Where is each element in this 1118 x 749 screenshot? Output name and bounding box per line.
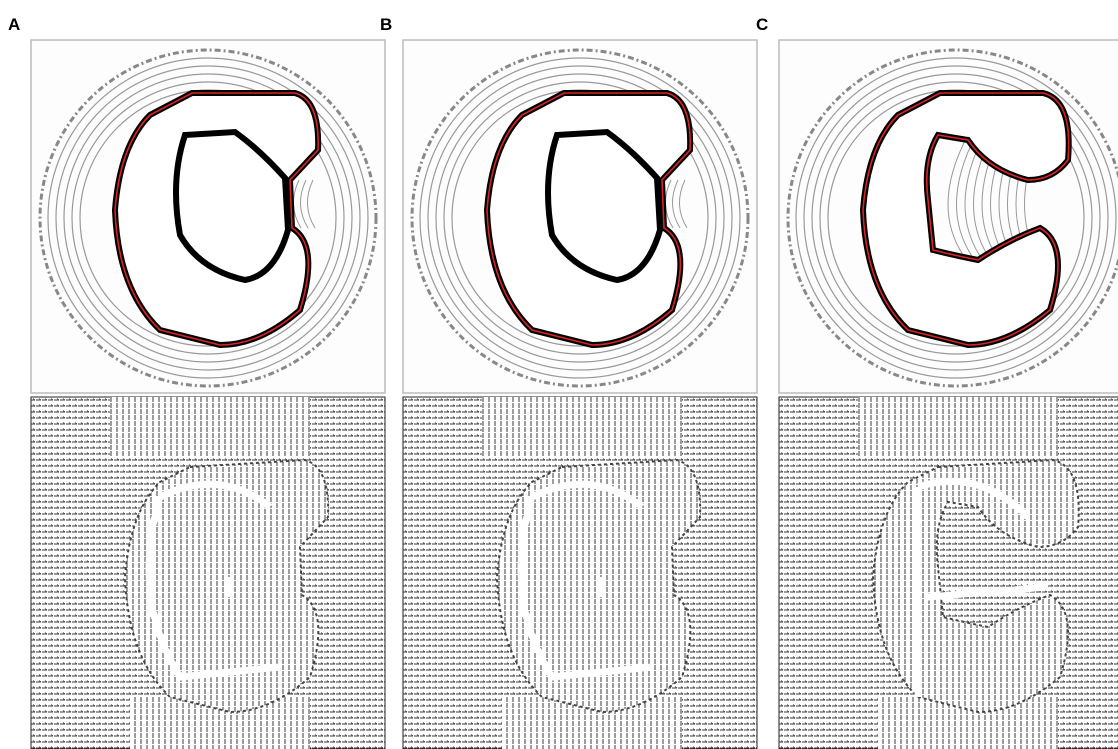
panel-label: B xyxy=(380,15,392,34)
panel: C xyxy=(756,15,1118,749)
panel: B xyxy=(380,15,757,749)
contour-plot xyxy=(779,40,1118,393)
figure: A B C xyxy=(0,0,1118,749)
field-top xyxy=(110,397,310,457)
field-top xyxy=(858,397,1058,457)
panel-label: A xyxy=(8,15,20,34)
vector-field xyxy=(31,397,385,749)
contour-plot xyxy=(31,40,385,393)
vector-field xyxy=(403,397,757,749)
vector-field xyxy=(779,397,1118,749)
panel: A xyxy=(8,15,385,749)
panel-label: C xyxy=(756,15,768,34)
field-top xyxy=(482,397,682,457)
contour-plot xyxy=(403,40,757,393)
